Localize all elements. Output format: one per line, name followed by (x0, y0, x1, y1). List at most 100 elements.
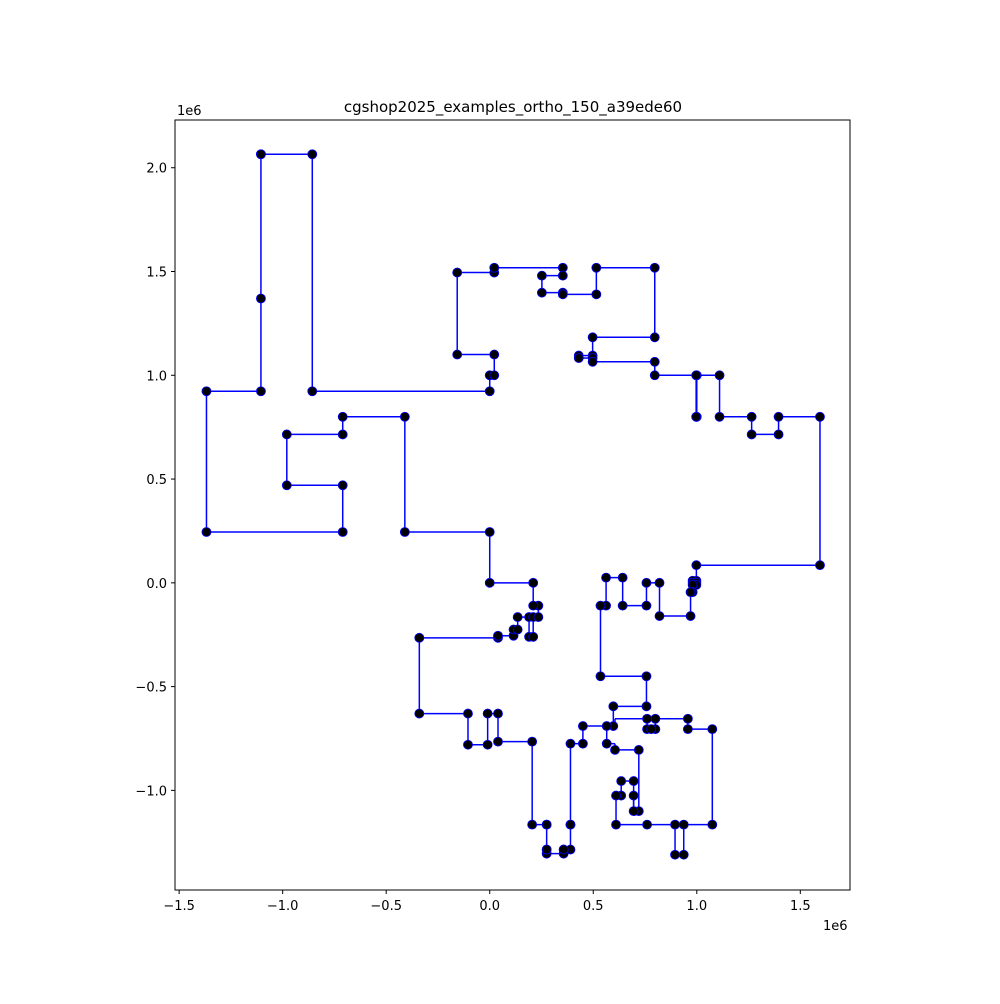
vertex-marker (573, 353, 584, 363)
vertex-marker (463, 739, 473, 750)
vertex-marker (654, 577, 665, 588)
vertex-marker (616, 776, 627, 786)
vertex-marker (642, 713, 652, 724)
vertex-marker (512, 612, 523, 622)
vertex-marker (484, 527, 495, 537)
x-tick-label: 0.5 (583, 899, 604, 914)
vertex-marker (537, 287, 547, 298)
vertex-marker (628, 806, 639, 817)
vertex-marker (541, 844, 552, 855)
vertex-marker (482, 739, 493, 750)
vertex-marker (682, 724, 693, 735)
chart-title: cgshop2025_examples_ortho_150_a39ede60 (344, 98, 682, 117)
vertex-marker (565, 738, 576, 749)
vertex-marker (399, 411, 410, 422)
vertex-marker (714, 411, 725, 422)
vertex-marker (611, 819, 621, 830)
vertex-marker (528, 577, 539, 588)
vertex-marker (654, 611, 665, 621)
vertex-marker (307, 386, 318, 397)
vertex-marker (493, 708, 503, 719)
vertex-marker (256, 149, 266, 160)
y-tick-label: 0.5 (146, 473, 167, 488)
vertex-marker (493, 630, 503, 641)
vertex-marker (256, 386, 266, 397)
vertex-marker (707, 819, 718, 830)
vertex-marker (610, 745, 620, 755)
vertex-marker (649, 356, 660, 367)
vertex-marker (595, 671, 606, 682)
vertex-marker (591, 289, 602, 300)
vertex-marker (670, 849, 680, 860)
vertex-marker (533, 612, 544, 622)
vertex-marker (489, 370, 500, 381)
vertex-marker (691, 370, 702, 381)
vertex-marker (527, 819, 538, 830)
axis-ticks: −1.5 −1.0 −0.5 0.0 0.5 1.0 1.5 −1.0 −0.5 0.0 0.5 1.… (135, 162, 810, 914)
vertex-marker (611, 790, 621, 801)
y-tick-label: 0.0 (146, 577, 167, 592)
vertex-marker (482, 708, 493, 719)
vertex-marker (201, 386, 212, 397)
vertex-marker (452, 267, 463, 278)
vertex-marker (528, 600, 539, 611)
vertex-marker (773, 411, 784, 422)
vertex-marker (337, 527, 348, 537)
vertex-marker (414, 632, 425, 643)
y-tick-label: 2.0 (146, 162, 167, 177)
vertex-marker (746, 411, 757, 422)
vertex-marker (641, 701, 652, 712)
vertex-marker (642, 819, 652, 830)
vertex-marker (691, 411, 702, 422)
vertex-marker (557, 289, 568, 300)
vertex-marker (537, 270, 547, 281)
y-tick-label: −0.5 (135, 681, 167, 696)
y-tick-label: 1.0 (146, 369, 167, 384)
vertex-marker (641, 577, 652, 588)
vertex-marker (685, 611, 696, 621)
vertex-marker (489, 262, 500, 273)
vertex-marker (595, 600, 606, 611)
vertex-marker (650, 713, 661, 724)
vertex-marker (337, 429, 348, 440)
vertex-marker (646, 724, 657, 735)
y-tick-label: 1.5 (146, 266, 167, 281)
y-offset-label: 1e6 (177, 104, 202, 119)
x-tick-label: −0.5 (370, 899, 402, 914)
y-tick-label: −1.0 (135, 784, 167, 799)
path-segments (205, 153, 821, 855)
vertex-marker (558, 844, 569, 855)
vertex-marker (633, 745, 644, 755)
vertex-marker (685, 587, 696, 598)
vertex-marker (565, 819, 576, 830)
vertex-marker (641, 671, 652, 682)
vertex-marker (337, 411, 348, 422)
vertex-marker (608, 701, 619, 712)
x-tick-label: 1.5 (790, 899, 811, 914)
vertex-marker (577, 738, 588, 749)
x-tick-label: −1.0 (267, 899, 299, 914)
vertex-marker (256, 293, 266, 304)
vertex-marker (591, 262, 602, 273)
vertex-marker (541, 819, 552, 830)
vertex-marker (527, 736, 538, 747)
vertex-markers (201, 149, 825, 860)
vertex-marker (463, 708, 473, 719)
vertex-marker (649, 332, 660, 343)
vertex-marker (528, 631, 539, 642)
vertex-marker (484, 386, 495, 397)
vertex-marker (577, 721, 588, 731)
vertex-marker (557, 270, 568, 281)
x-tick-label: −1.5 (163, 899, 195, 914)
vertex-marker (601, 721, 612, 731)
vertex-marker (714, 370, 725, 381)
vertex-marker (201, 527, 212, 537)
vertex-marker (628, 790, 639, 801)
vertex-marker (489, 349, 500, 360)
vertex-marker (337, 480, 348, 491)
vertex-marker (815, 560, 825, 571)
vertex-marker (628, 776, 639, 786)
x-tick-label: 0.0 (479, 899, 500, 914)
plot-frame (174, 119, 851, 891)
